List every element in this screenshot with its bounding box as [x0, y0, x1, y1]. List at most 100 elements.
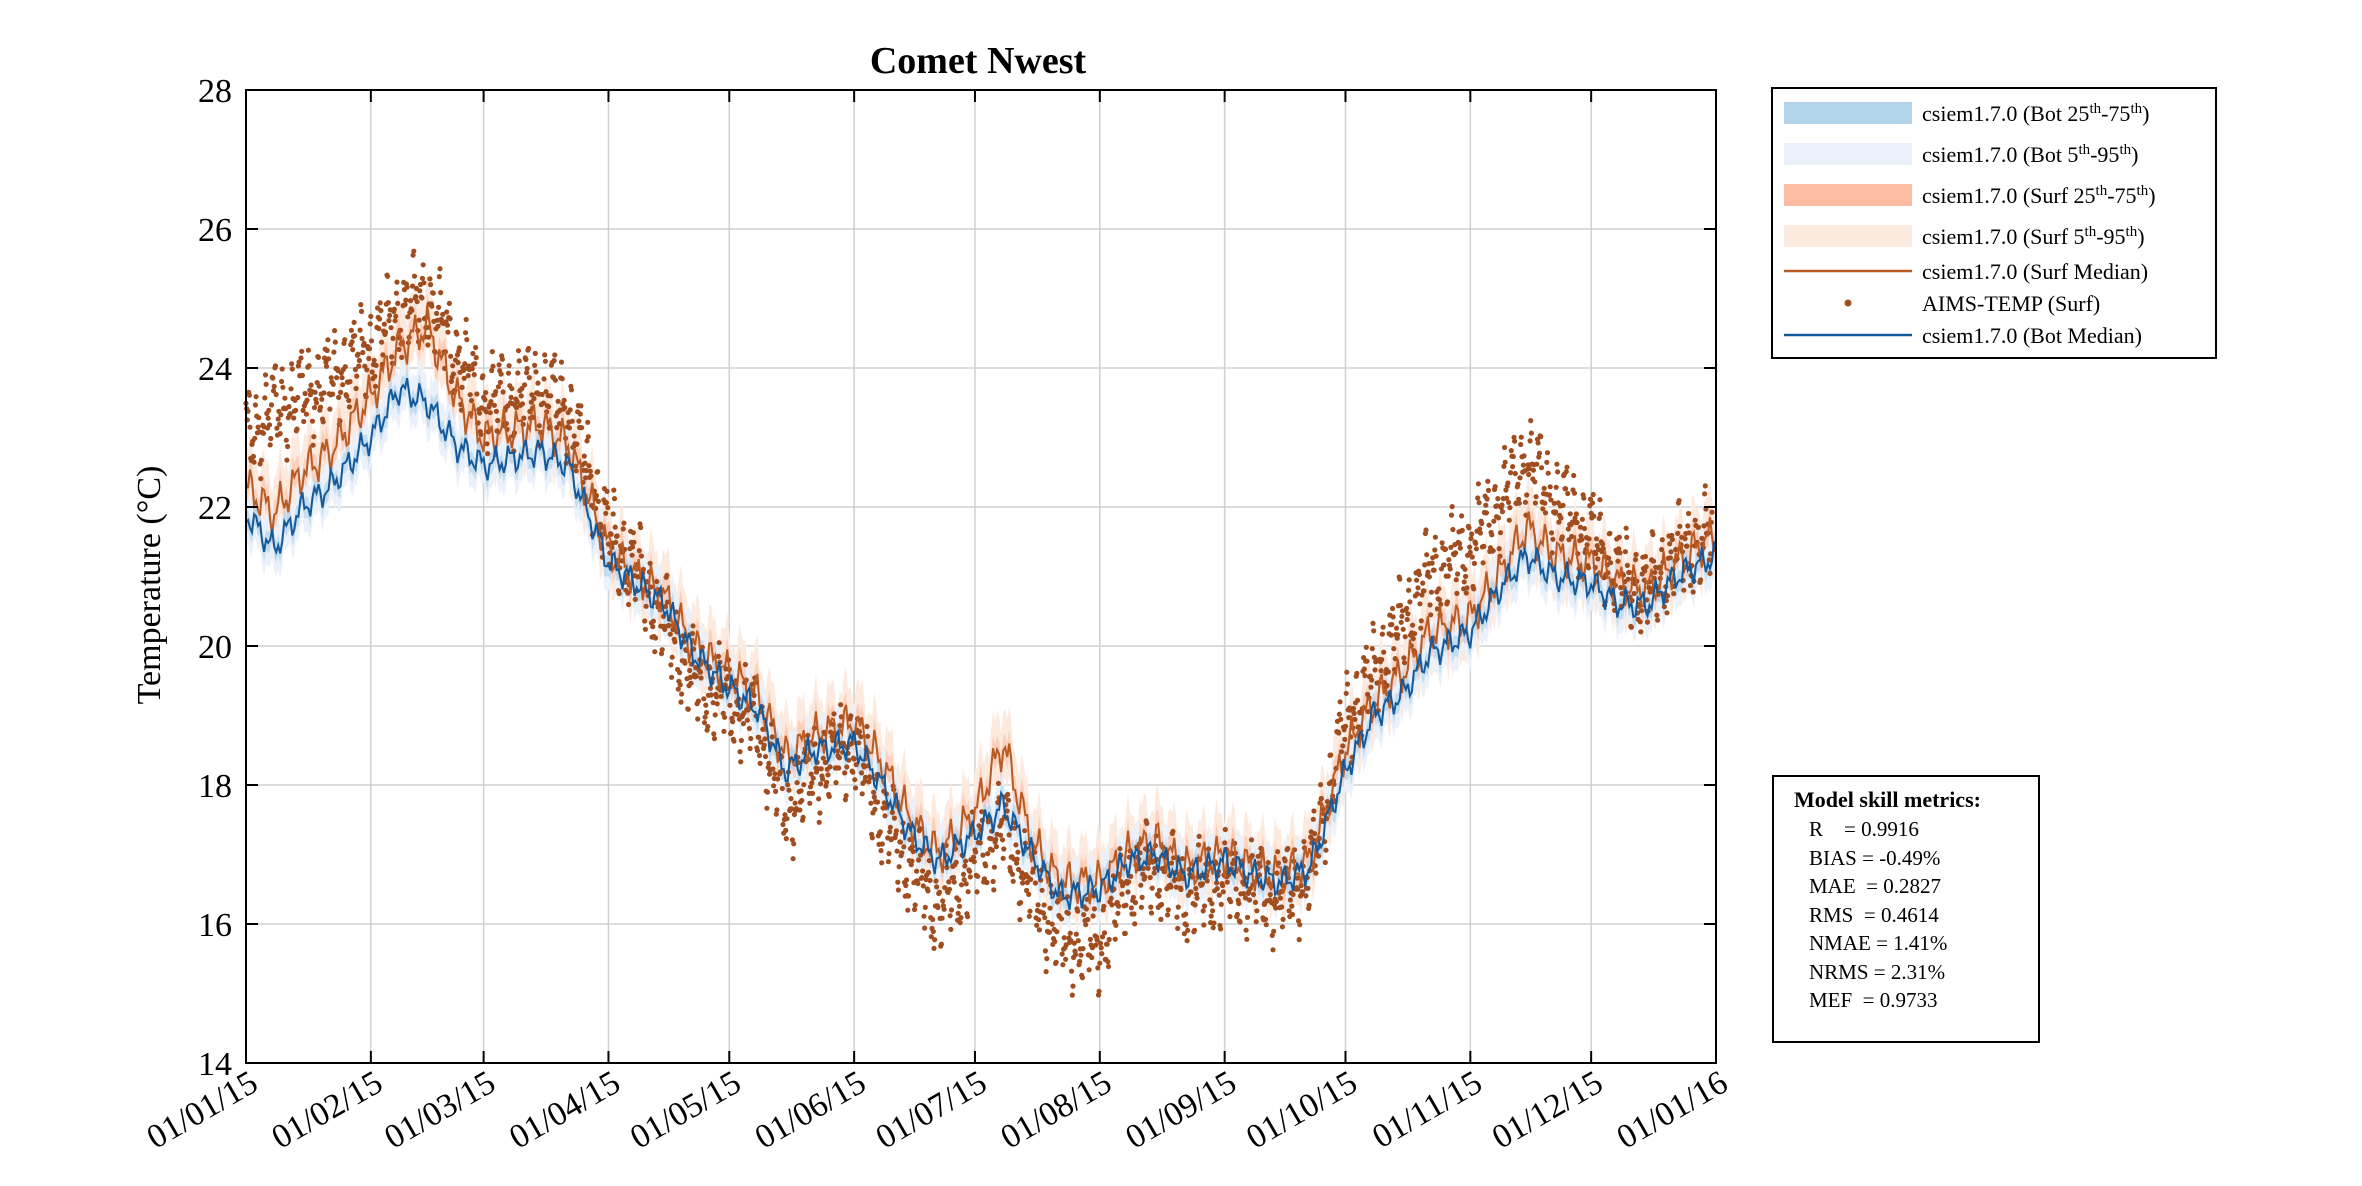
aims-temp-point: [756, 734, 762, 740]
aims-temp-point: [1032, 880, 1038, 886]
aims-temp-point: [702, 714, 708, 720]
aims-temp-point: [1365, 709, 1371, 715]
surf-median-line: [245, 304, 1717, 905]
aims-temp-point: [955, 910, 961, 916]
aims-temp-point: [294, 426, 300, 432]
aims-temp-point: [879, 841, 885, 847]
aims-temp-point: [950, 874, 957, 881]
aims-temp-point: [699, 644, 706, 651]
aims-temp-point: [1584, 542, 1590, 548]
aims-temp-point: [577, 411, 583, 417]
aims-temp-point: [247, 424, 253, 430]
aims-temp-point: [848, 713, 854, 719]
aims-temp-point: [872, 806, 878, 813]
legend-label: csiem1.7.0 (Surf 5th-95th): [1922, 224, 2145, 249]
aims-temp-point: [448, 378, 454, 384]
aims-temp-point: [483, 390, 489, 396]
aims-temp-point: [1024, 879, 1030, 886]
aims-temp-point: [1475, 481, 1481, 487]
aims-temp-point: [716, 640, 722, 646]
aims-temp-point: [678, 699, 684, 705]
aims-temp-point: [548, 393, 554, 399]
aims-temp-point: [540, 400, 547, 406]
aims-temp-point: [489, 367, 495, 374]
aims-temp-point: [896, 864, 902, 870]
aims-temp-point: [730, 719, 736, 725]
aims-temp-point: [435, 323, 441, 329]
aims-temp-point: [586, 463, 592, 469]
aims-temp-point: [554, 425, 560, 431]
aims-temp-point: [1638, 629, 1644, 635]
aims-temp-point: [1040, 910, 1046, 916]
aims-temp-point: [886, 851, 892, 857]
aims-temp-point: [1362, 673, 1368, 679]
aims-temp-point: [267, 442, 273, 448]
aims-temp-point: [367, 321, 373, 327]
aims-temp-point: [448, 353, 454, 359]
aims-temp-point: [487, 410, 493, 416]
aims-temp-point: [750, 700, 757, 706]
aims-temp-point: [1455, 571, 1461, 577]
aims-temp-point: [1263, 922, 1269, 928]
aims-temp-point: [1183, 922, 1189, 928]
aims-temp-point: [713, 694, 720, 700]
aims-temp-point: [1097, 940, 1104, 946]
aims-temp-point: [914, 868, 920, 874]
aims-temp-point: [436, 274, 442, 280]
aims-temp-point: [1667, 555, 1673, 561]
aims-temp-point: [675, 686, 681, 692]
aims-temp-point: [1459, 527, 1465, 534]
aims-temp-point: [1209, 901, 1215, 907]
aims-temp-point: [1109, 902, 1115, 908]
aims-temp-point: [1244, 914, 1251, 921]
aims-temp-point: [936, 889, 943, 895]
aims-temp-point: [372, 373, 378, 379]
aims-temp-point: [1338, 749, 1345, 755]
aims-temp-point: [1685, 523, 1691, 529]
aims-temp-point: [1244, 936, 1250, 942]
aims-temp-point: [1005, 797, 1012, 803]
aims-temp-point: [956, 897, 962, 903]
aims-temp-point: [1227, 914, 1233, 920]
aims-temp-point: [1369, 646, 1375, 652]
aims-temp-point: [1542, 510, 1549, 516]
aims-temp-point: [905, 893, 912, 899]
aims-temp-point: [266, 407, 272, 413]
aims-temp-point: [926, 869, 932, 875]
aims-temp-point: [746, 725, 753, 732]
aims-temp-point: [790, 856, 796, 862]
aims-temp-point: [807, 800, 813, 806]
aims-temp-point: [911, 906, 918, 913]
aims-temp-point: [1423, 527, 1429, 533]
aims-temp-point: [701, 720, 708, 726]
aims-temp-point: [1671, 591, 1677, 597]
aims-temp-point: [993, 844, 1000, 850]
aims-temp-point: [799, 797, 805, 804]
aims-temp-point: [1119, 891, 1125, 897]
aims-temp-point: [1481, 543, 1487, 550]
chart-title: Comet Nwest: [870, 40, 1087, 82]
aims-temp-point: [252, 435, 258, 441]
aims-temp-point: [1255, 853, 1261, 859]
aims-temp-point: [701, 696, 707, 702]
aims-temp-point: [378, 308, 384, 314]
aims-temp-point: [1168, 884, 1174, 890]
aims-temp-point: [434, 317, 440, 323]
aims-temp-point: [1344, 681, 1351, 687]
aims-temp-point: [1579, 516, 1585, 522]
aims-temp-point: [289, 366, 295, 372]
aims-temp-point: [368, 313, 374, 319]
aims-temp-point: [355, 351, 361, 357]
aims-temp-point: [526, 375, 532, 381]
aims-temp-point: [1412, 631, 1418, 637]
aims-temp-point: [933, 878, 939, 884]
aims-temp-point: [546, 404, 552, 410]
aims-temp-point: [438, 290, 444, 296]
aims-temp-point: [1028, 876, 1034, 883]
aims-temp-point: [1654, 612, 1660, 618]
aims-temp-point: [1398, 619, 1404, 625]
aims-temp-point: [1633, 551, 1639, 558]
aims-temp-point: [268, 402, 275, 408]
aims-temp-point: [1018, 900, 1024, 906]
